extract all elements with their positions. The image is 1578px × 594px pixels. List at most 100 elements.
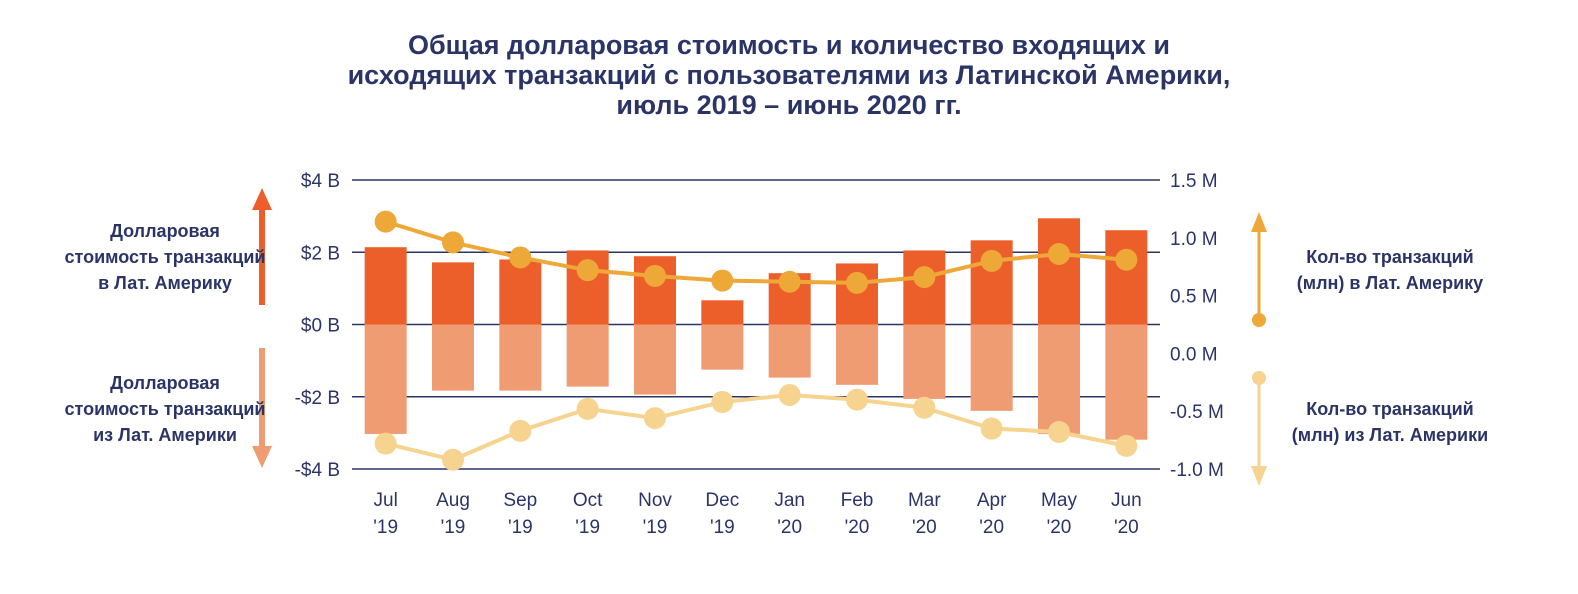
bar-outbound bbox=[1038, 324, 1080, 434]
legend-text: из Лат. Америки bbox=[93, 425, 237, 445]
point-inbound bbox=[846, 271, 868, 294]
x-tick-label: '20 bbox=[845, 517, 870, 538]
legend-dot-icon bbox=[1252, 371, 1266, 385]
point-outbound bbox=[442, 448, 464, 471]
bar-inbound bbox=[1105, 230, 1148, 325]
x-tick-label: '19 bbox=[643, 517, 668, 538]
x-tick-label: '20 bbox=[1114, 517, 1139, 538]
arrow-down-icon bbox=[1251, 466, 1267, 486]
x-tick-label: Dec bbox=[705, 490, 739, 511]
legend-text: (млн) в Лат. Америку bbox=[1296, 273, 1484, 293]
line-outbound bbox=[385, 393, 1127, 462]
left-tick-label: -$2 B bbox=[295, 388, 340, 409]
chart-title: Общая долларовая стоимость и количество … bbox=[0, 30, 1578, 120]
legend-text: Кол-во транзакций bbox=[1306, 247, 1474, 267]
legend-bar-inbound: Долларовая стоимость транзакций в Лат. А… bbox=[60, 218, 270, 296]
legend-text: стоимость транзакций bbox=[64, 399, 266, 419]
bar-outbound bbox=[836, 324, 878, 385]
x-tick-label: Jun bbox=[1111, 490, 1142, 511]
x-tick-label: Nov bbox=[638, 490, 672, 511]
left-tick-label: -$4 B bbox=[295, 460, 340, 481]
point-outbound bbox=[846, 388, 868, 411]
arrow-up-icon bbox=[1251, 212, 1267, 232]
bar-inbound bbox=[1038, 218, 1080, 325]
right-tick-label: 0.5 M bbox=[1170, 287, 1218, 308]
bar-outbound bbox=[566, 324, 609, 387]
point-inbound bbox=[1115, 248, 1138, 271]
legend-line-inbound: Кол-во транзакций (млн) в Лат. Америку bbox=[1280, 244, 1500, 296]
point-inbound bbox=[980, 249, 1003, 272]
bar-inbound bbox=[499, 259, 542, 325]
left-tick-label: $4 B bbox=[301, 171, 340, 192]
point-inbound bbox=[913, 266, 936, 289]
point-inbound bbox=[509, 246, 532, 269]
bar-outbound bbox=[903, 324, 946, 399]
x-tick-label: '19 bbox=[373, 517, 398, 538]
legend-text: в Лат. Америку bbox=[98, 273, 232, 293]
point-outbound bbox=[913, 396, 936, 419]
point-outbound bbox=[1048, 421, 1070, 444]
bar-inbound bbox=[364, 247, 407, 325]
arrow-up-icon bbox=[252, 188, 272, 210]
x-tick-label: '20 bbox=[1047, 517, 1072, 538]
right-tick-label: 0.0 M bbox=[1170, 344, 1218, 365]
bar-outbound bbox=[701, 324, 744, 370]
right-tick-label: 1.5 M bbox=[1170, 171, 1218, 192]
point-inbound bbox=[1048, 242, 1070, 265]
x-tick-label: Aug bbox=[436, 490, 470, 511]
right-tick-label: -0.5 M bbox=[1170, 402, 1224, 423]
line-inbound bbox=[385, 219, 1127, 285]
bar-outbound bbox=[768, 324, 811, 378]
title-line: июль 2019 – июнь 2020 гг. bbox=[616, 90, 962, 120]
legend-text: Долларовая bbox=[110, 221, 220, 241]
title-line: Общая долларовая стоимость и количество … bbox=[407, 30, 1170, 60]
x-tick-label: Sep bbox=[503, 490, 537, 511]
x-tick-label: Mar bbox=[908, 490, 941, 511]
legend-text: стоимость транзакций bbox=[64, 247, 266, 267]
bar-inbound bbox=[432, 262, 474, 325]
point-outbound bbox=[980, 417, 1003, 440]
point-outbound bbox=[778, 384, 801, 407]
x-tick-label: '20 bbox=[912, 517, 937, 538]
x-tick-label: Oct bbox=[573, 490, 603, 511]
point-inbound bbox=[576, 259, 599, 282]
legend-text: (млн) из Лат. Америки bbox=[1291, 425, 1489, 445]
x-tick-label: '20 bbox=[777, 517, 802, 538]
x-tick-label: '19 bbox=[441, 517, 466, 538]
bar-outbound bbox=[432, 324, 474, 391]
x-tick-label: '19 bbox=[508, 517, 533, 538]
x-tick-label: '19 bbox=[575, 517, 600, 538]
x-tick-label: '19 bbox=[710, 517, 735, 538]
bar-inbound bbox=[701, 300, 744, 325]
right-tick-label: -1.0 M bbox=[1170, 460, 1224, 481]
x-tick-label: Jul bbox=[374, 490, 398, 511]
point-inbound bbox=[644, 264, 666, 287]
legend-text: Кол-во транзакций bbox=[1306, 399, 1474, 419]
bar-outbound bbox=[1105, 324, 1148, 440]
x-tick-label: Feb bbox=[841, 490, 874, 511]
left-tick-label: $0 B bbox=[301, 316, 340, 337]
point-inbound bbox=[711, 269, 734, 292]
legend-line-outbound: Кол-во транзакций (млн) из Лат. Америки bbox=[1280, 396, 1500, 448]
bar-outbound bbox=[634, 324, 676, 395]
point-outbound bbox=[576, 397, 599, 420]
x-tick-label: Apr bbox=[977, 490, 1007, 511]
x-tick-label: '20 bbox=[979, 517, 1004, 538]
point-outbound bbox=[644, 407, 666, 430]
point-outbound bbox=[711, 390, 734, 413]
legend-bar-outbound: Долларовая стоимость транзакций из Лат. … bbox=[60, 370, 270, 448]
arrow-down-icon bbox=[252, 446, 272, 468]
bar-outbound bbox=[364, 324, 407, 434]
point-inbound bbox=[778, 270, 801, 293]
bar-outbound bbox=[499, 324, 542, 391]
title-line: исходящих транзакций с пользователями из… bbox=[347, 60, 1231, 90]
legend-text: Долларовая bbox=[110, 373, 220, 393]
point-inbound bbox=[374, 210, 397, 233]
legend-dot-icon bbox=[1252, 313, 1266, 327]
x-tick-label: May bbox=[1041, 490, 1077, 511]
left-tick-label: $2 B bbox=[301, 243, 340, 264]
point-outbound bbox=[374, 432, 397, 455]
point-outbound bbox=[509, 419, 532, 442]
x-tick-label: Jan bbox=[774, 490, 805, 511]
